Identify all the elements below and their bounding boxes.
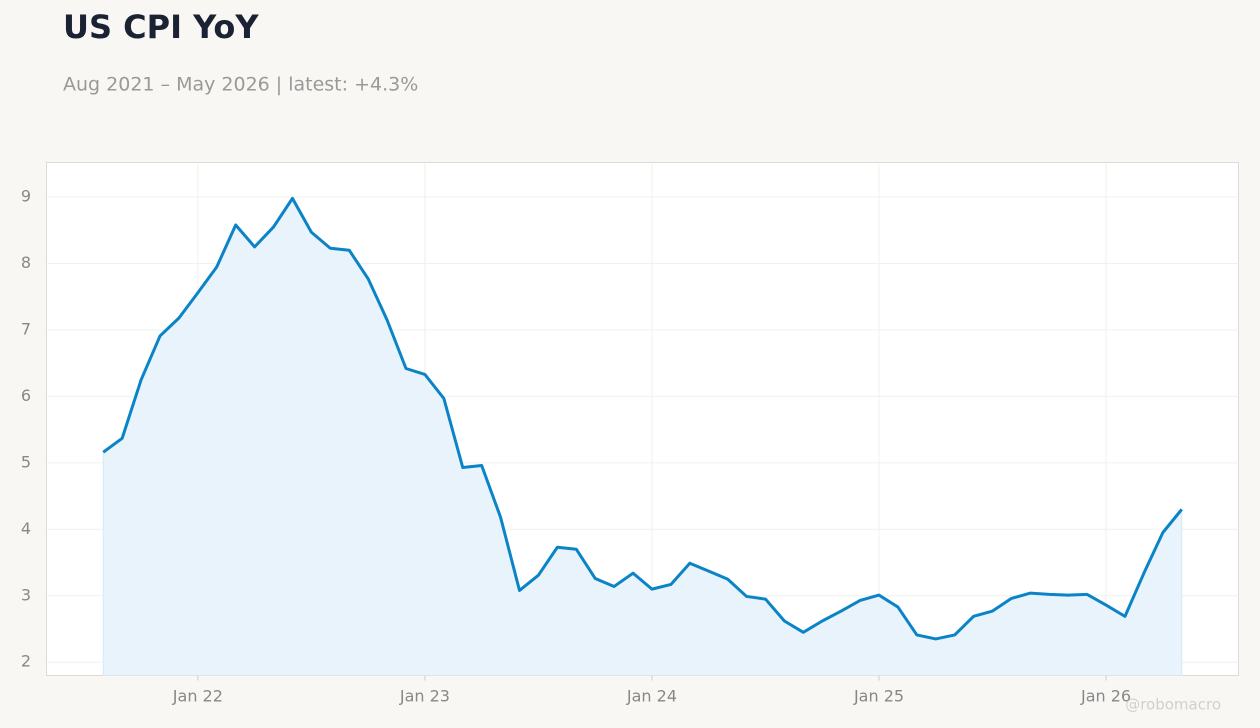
labels: 2 3 4 5 6 7 8 9 Jan 22 Jan 23 Jan 24 Jan 25 Jan 26 — [21, 187, 1131, 706]
x-tick-label: Jan 23 — [399, 687, 450, 706]
y-tick-label: 8 — [21, 253, 31, 272]
x-tick-label: Jan 22 — [172, 687, 223, 706]
y-tick-label: 5 — [21, 452, 31, 471]
line — [102, 196, 1183, 641]
watermark: @robomacro — [1125, 696, 1221, 714]
y-tick-label: 6 — [21, 386, 31, 405]
y-tick-label: 7 — [21, 319, 31, 338]
marks — [102, 196, 1183, 676]
y-tick-label: 9 — [21, 187, 31, 206]
x-tick-label: Jan 26 — [1080, 687, 1131, 706]
x-tick-label: Jan 25 — [853, 687, 904, 706]
chart-subtitle: Aug 2021 – May 2026 | latest: +4.3% — [63, 74, 418, 96]
y-tick-label: 2 — [21, 652, 31, 671]
y-tick-label: 4 — [21, 519, 31, 538]
x-tick-label: Jan 24 — [626, 687, 677, 706]
chart-title: US CPI YoY — [63, 8, 259, 46]
y-tick-label: 3 — [21, 585, 31, 604]
